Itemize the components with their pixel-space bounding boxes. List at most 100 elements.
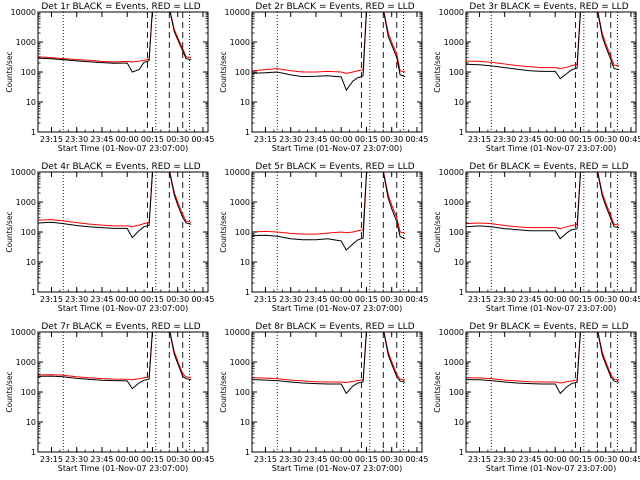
y-tick-label: 10 [26, 418, 36, 427]
x-axis-label: Start Time (01-Nov-07 23:07:00) [272, 464, 402, 473]
x-tick-label: 00:15 [569, 455, 592, 464]
x-tick-label: 00:00 [330, 455, 353, 464]
y-tick-label: 10000 [439, 8, 464, 17]
x-tick-label: 00:00 [544, 295, 567, 304]
y-tick-label: 10 [240, 418, 250, 427]
x-tick-label: 23:30 [65, 135, 88, 144]
x-tick-label: 00:30 [380, 455, 403, 464]
y-tick-label: 10 [240, 98, 250, 107]
x-tick-label: 00:00 [116, 135, 139, 144]
x-axis-label: Start Time (01-Nov-07 23:07:00) [272, 144, 402, 153]
x-tick-label: 00:15 [355, 455, 378, 464]
x-tick-label: 00:15 [141, 295, 164, 304]
panel-det-3: Det 3r BLACK = Events, RED = LLD 1 10 100 10… [433, 2, 640, 153]
y-tick-label: 10 [454, 258, 464, 267]
y-tick-label: 10000 [225, 8, 250, 17]
series-line-events [252, 12, 406, 92]
x-tick-label: 00:30 [380, 295, 403, 304]
y-tick-label: 1000 [16, 198, 36, 207]
y-tick-label: 100 [449, 388, 464, 397]
x-tick-label: 00:45 [619, 455, 640, 464]
y-tick-label: 10000 [439, 328, 464, 337]
y-tick-label: 1000 [16, 38, 36, 47]
series-line-lld [252, 172, 406, 235]
y-axis-label: Counts/sec [433, 211, 442, 252]
panel-det-4: Det 4r BLACK = Events, RED = LLD 1 10 100 10… [5, 162, 214, 313]
y-tick-label: 1000 [230, 198, 250, 207]
y-tick-label: 10 [454, 98, 464, 107]
x-tick-label: 00:00 [330, 135, 353, 144]
panel-det-5: Det 5r BLACK = Events, RED = LLD 1 10 100 10… [219, 162, 428, 313]
y-tick-label: 1 [31, 128, 36, 137]
x-tick-label: 00:00 [544, 455, 567, 464]
series-line-lld [38, 332, 192, 381]
y-tick-label: 1 [245, 448, 250, 457]
x-tick-label: 00:00 [330, 295, 353, 304]
x-tick-label: 23:45 [304, 295, 327, 304]
x-tick-label: 00:00 [116, 455, 139, 464]
series-line-events [38, 172, 192, 239]
x-tick-label: 23:45 [90, 135, 113, 144]
x-tick-label: 23:15 [40, 455, 63, 464]
y-tick-label: 100 [21, 388, 36, 397]
y-tick-label: 100 [21, 228, 36, 237]
x-tick-label: 00:45 [191, 295, 214, 304]
x-tick-label: 23:30 [279, 295, 302, 304]
x-tick-label: 23:30 [493, 295, 516, 304]
y-tick-label: 10 [454, 418, 464, 427]
x-tick-label: 23:30 [279, 135, 302, 144]
y-tick-label: 1 [459, 288, 464, 297]
y-axis-label: Counts/sec [219, 371, 228, 412]
x-tick-label: 00:30 [594, 295, 617, 304]
panel-title: Det 4r BLACK = Events, RED = LLD [41, 162, 200, 172]
y-tick-label: 10 [26, 98, 36, 107]
y-axis-label: Counts/sec [5, 371, 14, 412]
x-tick-label: 00:15 [141, 455, 164, 464]
x-tick-label: 23:15 [40, 135, 63, 144]
panel-title: Det 3r BLACK = Events, RED = LLD [469, 2, 628, 12]
x-axis-label: Start Time (01-Nov-07 23:07:00) [272, 304, 402, 313]
y-tick-label: 100 [449, 228, 464, 237]
y-tick-label: 10000 [11, 8, 36, 17]
y-tick-label: 1 [459, 448, 464, 457]
x-axis-label: Start Time (01-Nov-07 23:07:00) [486, 304, 616, 313]
y-axis-label: Counts/sec [433, 51, 442, 92]
series-line-lld [252, 12, 406, 74]
series-line-lld [252, 332, 406, 384]
panel-title: Det 7r BLACK = Events, RED = LLD [41, 322, 200, 332]
y-tick-label: 1 [245, 128, 250, 137]
x-tick-label: 00:30 [594, 135, 617, 144]
x-tick-label: 00:15 [569, 295, 592, 304]
x-tick-label: 00:45 [191, 455, 214, 464]
x-tick-label: 00:45 [405, 455, 428, 464]
y-tick-label: 1000 [444, 358, 464, 367]
y-tick-label: 1 [459, 128, 464, 137]
y-tick-label: 10000 [11, 328, 36, 337]
y-tick-label: 100 [21, 68, 36, 77]
y-tick-label: 100 [235, 388, 250, 397]
x-tick-label: 00:30 [166, 455, 189, 464]
panel-title: Det 5r BLACK = Events, RED = LLD [255, 162, 414, 172]
y-axis-label: Counts/sec [219, 51, 228, 92]
y-tick-label: 10000 [11, 168, 36, 177]
series-line-lld [38, 12, 192, 63]
y-tick-label: 1000 [444, 198, 464, 207]
panel-det-8: Det 8r BLACK = Events, RED = LLD 1 10 100 10… [219, 322, 428, 473]
x-tick-label: 23:30 [493, 135, 516, 144]
x-tick-label: 00:30 [594, 455, 617, 464]
series-line-events [252, 172, 406, 251]
x-tick-label: 00:30 [380, 135, 403, 144]
x-tick-label: 23:45 [518, 455, 541, 464]
x-tick-label: 00:15 [355, 295, 378, 304]
y-axis-label: Counts/sec [433, 371, 442, 412]
series-line-events [252, 332, 406, 395]
x-tick-label: 23:15 [468, 135, 491, 144]
x-tick-label: 23:15 [468, 455, 491, 464]
x-tick-label: 23:15 [254, 455, 277, 464]
x-axis-label: Start Time (01-Nov-07 23:07:00) [58, 464, 188, 473]
panel-det-2: Det 2r BLACK = Events, RED = LLD 1 10 100 10… [219, 2, 428, 153]
x-axis-label: Start Time (01-Nov-07 23:07:00) [58, 304, 188, 313]
x-tick-label: 23:15 [468, 295, 491, 304]
x-tick-label: 23:30 [493, 455, 516, 464]
